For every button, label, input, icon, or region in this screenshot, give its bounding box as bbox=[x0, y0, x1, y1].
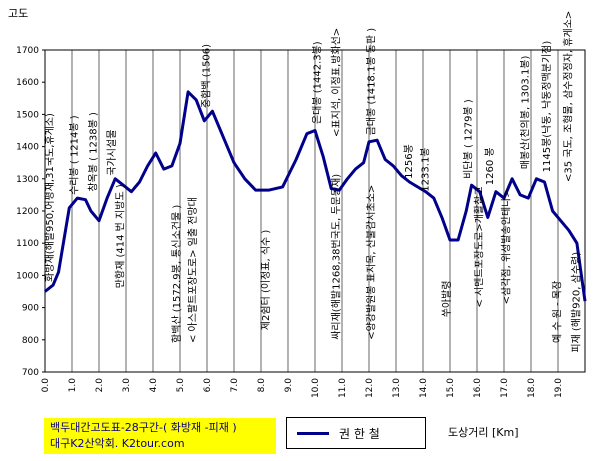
annotation-label: 화방재(해발950,어평재,31국도,휴게소) bbox=[43, 113, 56, 282]
x-tick-label: 9.0 bbox=[284, 378, 294, 393]
x-tick-label: 10.0 bbox=[311, 378, 321, 398]
annotation-label: 비단봉 ( 1279봉 ) bbox=[463, 99, 475, 179]
annotation-label: 1233.1봉 bbox=[419, 147, 431, 191]
annotation-label: <삼각점, 위성발송안테나> bbox=[499, 189, 512, 304]
y-tick-label: 1200 bbox=[16, 207, 39, 217]
x-tick-label: 1.0 bbox=[68, 378, 78, 393]
annotation-label: 제2쉼터 (이정표, 식수 ) bbox=[260, 230, 272, 331]
x-tick-label: 18.0 bbox=[527, 378, 537, 398]
y-tick-label: 800 bbox=[22, 336, 39, 346]
annotation-label: 1256봉 bbox=[403, 144, 415, 179]
x-tick-label: 0.0 bbox=[41, 378, 51, 393]
annotation-label: 금대봉 (1418.1봉 동판 ) bbox=[365, 28, 377, 136]
x-tick-label: 12.0 bbox=[365, 378, 375, 398]
x-tick-label: 2.0 bbox=[95, 378, 105, 393]
annotation-label: 예 수 원 - 목장 bbox=[552, 281, 564, 343]
x-tick-label: 3.0 bbox=[122, 378, 132, 393]
annotation-label: < 아스팔트포장도로> 일출 전망대 bbox=[187, 197, 199, 343]
annotation-label: 중함백 (1506) bbox=[201, 44, 213, 108]
y-axis-label: 고도 bbox=[8, 7, 28, 20]
annotation-label: 창옥봉 ( 1238봉 ) bbox=[87, 112, 99, 192]
x-tick-label: 8.0 bbox=[257, 378, 267, 393]
y-tick-label: 1500 bbox=[16, 110, 39, 120]
series-line bbox=[44, 90, 587, 302]
legend-series-name: 권 한 철 bbox=[339, 427, 380, 441]
x-tick-label: 15.0 bbox=[446, 378, 456, 398]
y-tick-label: 1300 bbox=[16, 175, 39, 185]
annotation-label: 국가시설물 bbox=[106, 130, 118, 176]
x-tick-label: 13.0 bbox=[392, 378, 402, 398]
x-tick-label: 11.0 bbox=[338, 378, 348, 398]
annotation-label: <표지석, 이정표,방화선> bbox=[330, 28, 342, 137]
annotation-label: 1260 봉 bbox=[484, 147, 496, 185]
annotation-label: <양강발원봉 표지목, 산불감시초소> bbox=[365, 185, 377, 340]
annotation-label: <35 국도, 조형물, 삼수정정자, 휴게소> bbox=[563, 11, 575, 182]
y-tick-label: 700 bbox=[22, 368, 39, 378]
x-tick-label: 4.0 bbox=[149, 378, 159, 393]
annotation-label: 1145봉(낙동, 낙동정맥분기점) bbox=[541, 41, 553, 173]
annotation-label: < 시멘트포장도로>개활참고 bbox=[472, 186, 485, 307]
x-axis-label: 도상거리 [Km] bbox=[448, 426, 519, 439]
annotation-label: 은대봉 (1442.3봉) bbox=[311, 41, 323, 124]
annotation-label: 함백산 (1572.9봉, 통신소건물 ) bbox=[171, 205, 183, 343]
annotation-label: 피재 (해발920, 삼수령) bbox=[570, 252, 583, 353]
y-tick-label: 1600 bbox=[16, 78, 39, 88]
annotation-label: 만항재 (414 번 지방도 ) bbox=[114, 184, 126, 288]
x-tick-label: 7.0 bbox=[230, 378, 240, 393]
chart-title-line-1: 백두대간고도표-28구간-( 화방재 -피재 ) bbox=[50, 421, 237, 434]
y-tick-label: 1400 bbox=[16, 143, 39, 153]
x-tick-label: 5.0 bbox=[176, 378, 186, 393]
annotation-label: 쑤아발령 bbox=[441, 280, 453, 317]
x-tick-label: 6.0 bbox=[203, 378, 213, 393]
annotation-label: 매봉산(천의봉, 1303.1봉) bbox=[519, 55, 531, 169]
x-tick-label: 17.0 bbox=[500, 378, 510, 398]
y-tick-label: 1700 bbox=[16, 46, 39, 56]
x-tick-label: 14.0 bbox=[419, 378, 429, 398]
legend-series-swatch bbox=[297, 432, 329, 435]
legend: 권 한 철 bbox=[286, 417, 426, 449]
x-tick-label: 19.0 bbox=[554, 378, 564, 398]
chart-title-box: 백두대간고도표-28구간-( 화방재 -피재 ) 대구K2산악회. K2tour… bbox=[44, 418, 276, 454]
y-tick-label: 900 bbox=[22, 304, 39, 314]
annotation-label: 싸리재(해발1268,38번국도, 두문동재) bbox=[329, 174, 342, 340]
annotation-label: 수리봉 ( 1214봉 ) bbox=[68, 115, 80, 195]
y-tick-label: 1100 bbox=[16, 239, 39, 249]
y-tick-label: 1000 bbox=[16, 271, 39, 281]
chart-title-line-2: 대구K2산악회. K2tour.com bbox=[50, 437, 185, 450]
x-tick-label: 16.0 bbox=[473, 378, 483, 398]
